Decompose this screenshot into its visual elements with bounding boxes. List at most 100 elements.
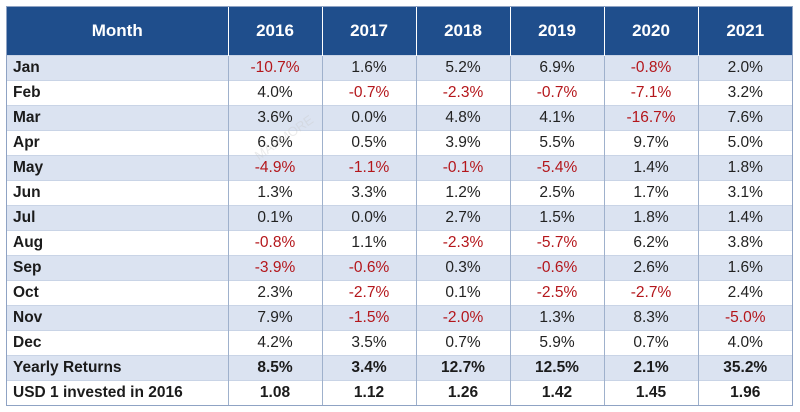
monthly-returns-table: Month 2016 2017 2018 2019 2020 2021 Jan -…: [7, 7, 792, 405]
return-cell: 0.7%: [604, 330, 699, 356]
return-cell: 1.26: [416, 380, 511, 405]
return-cell: 8.3%: [604, 305, 699, 331]
return-cell: 0.0%: [322, 105, 417, 131]
return-cell: -4.9%: [228, 155, 323, 181]
table-body: Jan -10.7% 1.6% 5.2% 6.9% -0.8% 2.0% Feb 4.0% -0.…: [7, 55, 792, 405]
return-cell: 1.6%: [322, 55, 417, 81]
return-cell: 4.8%: [416, 105, 511, 131]
return-cell: 3.1%: [698, 180, 792, 206]
return-cell: 4.1%: [510, 105, 605, 131]
return-cell: 5.0%: [698, 130, 792, 156]
table-row: Mar 3.6% 0.0% 4.8% 4.1% -16.7% 7.6%: [7, 105, 792, 131]
table-row: May -4.9% -1.1% -0.1% -5.4% 1.4% 1.8%: [7, 155, 792, 181]
return-cell: 3.4%: [322, 355, 417, 381]
return-cell: -2.3%: [416, 80, 511, 106]
return-cell: 2.3%: [228, 280, 323, 306]
return-cell: -10.7%: [228, 55, 323, 81]
summary-row: Yearly Returns 8.5% 3.4% 12.7% 12.5% 2.1% 35.2…: [7, 355, 792, 381]
return-cell: 2.6%: [604, 255, 699, 281]
return-cell: 4.0%: [698, 330, 792, 356]
table-row: Feb 4.0% -0.7% -2.3% -0.7% -7.1% 3.2%: [7, 80, 792, 106]
return-cell: 1.4%: [604, 155, 699, 181]
return-cell: 6.2%: [604, 230, 699, 256]
month-label: May: [7, 155, 229, 181]
header-row: Month 2016 2017 2018 2019 2020 2021: [7, 7, 792, 56]
return-cell: 12.5%: [510, 355, 605, 381]
month-label: Jan: [7, 55, 229, 81]
return-cell: -5.0%: [698, 305, 792, 331]
header-2021: 2021: [698, 7, 792, 56]
return-cell: 0.3%: [416, 255, 511, 281]
table-row: Apr 6.6% 0.5% 3.9% 5.5% 9.7% 5.0%: [7, 130, 792, 156]
return-cell: 0.1%: [228, 205, 323, 231]
return-cell: -5.7%: [510, 230, 605, 256]
return-cell: 4.0%: [228, 80, 323, 106]
return-cell: -2.0%: [416, 305, 511, 331]
summary-label: USD 1 invested in 2016: [7, 380, 229, 405]
return-cell: 3.9%: [416, 130, 511, 156]
return-cell: 1.3%: [228, 180, 323, 206]
return-cell: 1.8%: [698, 155, 792, 181]
return-cell: 3.2%: [698, 80, 792, 106]
month-label: Jun: [7, 180, 229, 206]
return-cell: 3.6%: [228, 105, 323, 131]
return-cell: 6.9%: [510, 55, 605, 81]
header-2016: 2016: [228, 7, 323, 56]
return-cell: -0.6%: [510, 255, 605, 281]
return-cell: -5.4%: [510, 155, 605, 181]
return-cell: 0.5%: [322, 130, 417, 156]
return-cell: 5.5%: [510, 130, 605, 156]
table-row: Dec 4.2% 3.5% 0.7% 5.9% 0.7% 4.0%: [7, 330, 792, 356]
return-cell: 1.8%: [604, 205, 699, 231]
return-cell: 1.08: [228, 380, 323, 405]
return-cell: 2.5%: [510, 180, 605, 206]
table-row: Oct 2.3% -2.7% 0.1% -2.5% -2.7% 2.4%: [7, 280, 792, 306]
month-label: Dec: [7, 330, 229, 356]
return-cell: 9.7%: [604, 130, 699, 156]
summary-label: Yearly Returns: [7, 355, 229, 381]
return-cell: 0.1%: [416, 280, 511, 306]
return-cell: -0.1%: [416, 155, 511, 181]
return-cell: -7.1%: [604, 80, 699, 106]
return-cell: 7.6%: [698, 105, 792, 131]
return-cell: -0.6%: [322, 255, 417, 281]
header-2019: 2019: [510, 7, 605, 56]
month-label: Aug: [7, 230, 229, 256]
return-cell: 12.7%: [416, 355, 511, 381]
return-cell: -2.7%: [322, 280, 417, 306]
return-cell: 2.4%: [698, 280, 792, 306]
header-2018: 2018: [416, 7, 511, 56]
return-cell: 8.5%: [228, 355, 323, 381]
return-cell: -2.3%: [416, 230, 511, 256]
return-cell: 0.0%: [322, 205, 417, 231]
return-cell: -2.5%: [510, 280, 605, 306]
return-cell: -3.9%: [228, 255, 323, 281]
return-cell: 5.9%: [510, 330, 605, 356]
return-cell: 1.6%: [698, 255, 792, 281]
return-cell: 1.45: [604, 380, 699, 405]
return-cell: 1.4%: [698, 205, 792, 231]
header-2020: 2020: [604, 7, 699, 56]
month-label: Mar: [7, 105, 229, 131]
return-cell: 5.2%: [416, 55, 511, 81]
table-row: Jun 1.3% 3.3% 1.2% 2.5% 1.7% 3.1%: [7, 180, 792, 206]
return-cell: 1.42: [510, 380, 605, 405]
table-row: Nov 7.9% -1.5% -2.0% 1.3% 8.3% -5.0%: [7, 305, 792, 331]
header-2017: 2017: [322, 7, 417, 56]
return-cell: 1.1%: [322, 230, 417, 256]
return-cell: 2.0%: [698, 55, 792, 81]
return-cell: 1.96: [698, 380, 792, 405]
return-cell: -1.1%: [322, 155, 417, 181]
return-cell: -2.7%: [604, 280, 699, 306]
table-row: Sep -3.9% -0.6% 0.3% -0.6% 2.6% 1.6%: [7, 255, 792, 281]
return-cell: 1.7%: [604, 180, 699, 206]
return-cell: 35.2%: [698, 355, 792, 381]
month-label: Feb: [7, 80, 229, 106]
returns-table-frame: Month 2016 2017 2018 2019 2020 2021 Jan -…: [6, 6, 793, 406]
return-cell: 6.6%: [228, 130, 323, 156]
month-label: Jul: [7, 205, 229, 231]
return-cell: -0.8%: [228, 230, 323, 256]
return-cell: -16.7%: [604, 105, 699, 131]
return-cell: 0.7%: [416, 330, 511, 356]
month-label: Apr: [7, 130, 229, 156]
